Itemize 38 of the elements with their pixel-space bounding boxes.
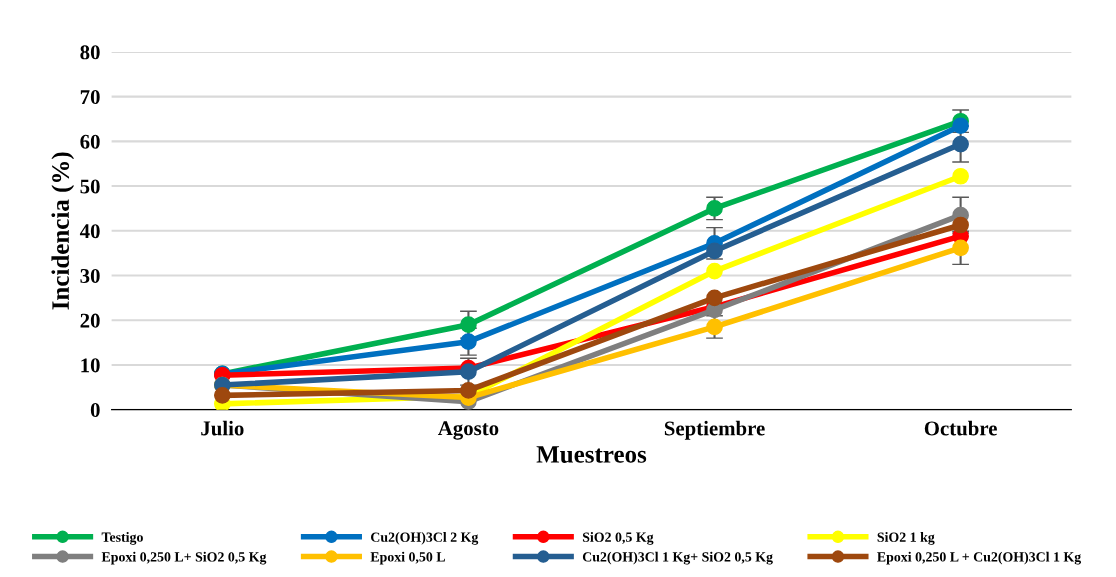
y-tick-label: 30 <box>80 268 100 283</box>
point <box>706 318 723 336</box>
x-axis-title: Muestreos <box>536 446 647 463</box>
point <box>460 382 477 399</box>
legend-label: Cu2(OH)3Cl 1 Kg+ SiO2 0,5 Kg <box>582 551 773 565</box>
y-tick-label: 0 <box>90 403 100 418</box>
y-tick-label: 70 <box>80 90 100 105</box>
legend-label: Epoxi 0,250 L + Cu2(OH)3Cl 1 Kg <box>877 551 1082 565</box>
y-tick-label: 60 <box>80 134 100 149</box>
x-tick-label: Octubre <box>924 420 997 436</box>
legend-label: SiO2 1 kg <box>877 532 935 545</box>
x-tick-label: Agosto <box>437 421 499 440</box>
y-tick-label: 10 <box>81 358 100 373</box>
y-tick-label: 40 <box>79 224 100 239</box>
point <box>706 289 723 307</box>
y-tick-label: 20 <box>80 313 100 328</box>
point <box>952 216 969 234</box>
legend-label: SiO2 0,5 Kg <box>582 532 654 545</box>
point <box>460 363 477 380</box>
y-axis-title: Incidencia (%) <box>51 152 75 310</box>
point <box>952 117 969 135</box>
point <box>460 333 477 351</box>
legend-label: Epoxi 0,250 L+ SiO2 0,5 Kg <box>101 551 267 565</box>
point <box>214 387 231 404</box>
point <box>952 167 969 185</box>
y-tick-label: 50 <box>80 179 100 194</box>
y-tick-label: 80 <box>80 45 100 60</box>
legend-label: Cu2(OH)3Cl 2 Kg <box>371 532 479 545</box>
point <box>460 316 477 334</box>
x-tick-label: Julio <box>201 420 244 436</box>
point <box>952 239 969 257</box>
legend-label: Epoxi 0,50 L <box>370 551 445 565</box>
x-tick-label: Septiembre <box>664 420 765 440</box>
legend-label: Testigo <box>101 532 143 545</box>
point <box>706 242 723 260</box>
point <box>952 135 969 153</box>
point <box>706 200 723 217</box>
point <box>706 262 723 280</box>
